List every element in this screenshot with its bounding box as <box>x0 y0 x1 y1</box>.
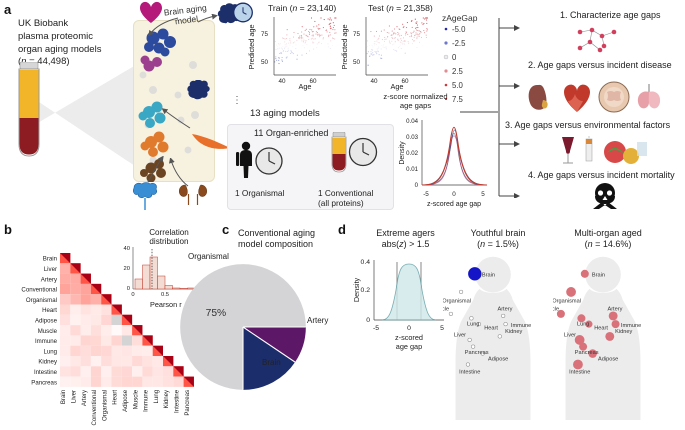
svg-text:Kidney: Kidney <box>615 329 632 335</box>
svg-text:Adipose: Adipose <box>35 318 58 325</box>
svg-text:Conventional: Conventional <box>91 390 98 426</box>
svg-text:Pancreas: Pancreas <box>465 350 489 356</box>
svg-text:0: 0 <box>452 53 457 62</box>
svg-text:Kidney: Kidney <box>163 389 170 409</box>
svg-text:Artery: Artery <box>41 276 58 283</box>
svg-text:Brain: Brain <box>60 390 67 404</box>
svg-text:Brain: Brain <box>43 256 57 263</box>
svg-text:Conventional: Conventional <box>21 287 57 294</box>
svg-text:Lung: Lung <box>43 348 57 355</box>
svg-text:0.4: 0.4 <box>361 259 371 266</box>
svg-text:75%: 75% <box>206 308 227 319</box>
svg-text:Organismal: Organismal <box>443 299 471 305</box>
svg-text:Liver: Liver <box>564 332 576 338</box>
svg-text:Immune: Immune <box>35 338 58 345</box>
svg-text:0.03: 0.03 <box>406 134 418 141</box>
svg-text:Pancreas: Pancreas <box>31 379 57 386</box>
svg-text:Liver: Liver <box>71 390 78 403</box>
svg-text:75: 75 <box>353 31 361 38</box>
svg-text:40: 40 <box>370 78 378 85</box>
svg-text:Muscle: Muscle <box>132 389 139 409</box>
svg-text:Heart: Heart <box>484 325 498 331</box>
svg-text:-5: -5 <box>373 325 379 332</box>
svg-text:0.01: 0.01 <box>406 166 418 173</box>
svg-text:Organismal: Organismal <box>26 297 57 304</box>
svg-text:60: 60 <box>401 78 409 85</box>
svg-text:Heart: Heart <box>112 390 119 405</box>
svg-text:Organismal: Organismal <box>553 299 581 305</box>
svg-text:0: 0 <box>407 325 411 332</box>
svg-text:Adipose: Adipose <box>122 389 129 412</box>
svg-text:Liver: Liver <box>44 266 57 273</box>
svg-text:40: 40 <box>278 78 286 85</box>
svg-text:Heart: Heart <box>42 307 57 314</box>
svg-text:0: 0 <box>131 292 134 298</box>
svg-text:Artery: Artery <box>497 307 512 313</box>
svg-text:Liver: Liver <box>454 332 466 338</box>
svg-text:0: 0 <box>415 182 419 189</box>
svg-text:2.5: 2.5 <box>452 67 464 76</box>
svg-text:Pancreas: Pancreas <box>184 390 191 416</box>
svg-text:Muscle: Muscle <box>553 306 559 312</box>
svg-text:Adipose: Adipose <box>598 357 618 363</box>
svg-text:5.0: 5.0 <box>452 81 464 90</box>
svg-text:40: 40 <box>124 246 130 252</box>
svg-text:20: 20 <box>124 266 130 272</box>
svg-text:75: 75 <box>261 31 269 38</box>
svg-text:Pancreas: Pancreas <box>575 350 599 356</box>
svg-text:Density: Density <box>352 277 361 302</box>
svg-text:z-scored: z-scored <box>395 333 423 342</box>
svg-text:0.02: 0.02 <box>406 150 418 157</box>
svg-text:0: 0 <box>127 286 130 292</box>
svg-text:age gap: age gap <box>396 342 422 351</box>
svg-text:Adipose: Adipose <box>488 357 508 363</box>
svg-text:0: 0 <box>366 317 370 324</box>
svg-text:Intestine: Intestine <box>174 389 181 413</box>
svg-text:Immune: Immune <box>511 323 531 329</box>
svg-text:Brain: Brain <box>592 272 605 278</box>
svg-text:-5: -5 <box>423 191 429 198</box>
svg-text:Density: Density <box>399 141 406 165</box>
svg-text:Immune: Immune <box>143 389 150 412</box>
svg-text:0.5: 0.5 <box>161 292 169 298</box>
svg-text:Artery: Artery <box>81 389 88 406</box>
svg-text:0.04: 0.04 <box>406 118 418 125</box>
svg-text:z-scored age gap: z-scored age gap <box>427 201 481 208</box>
svg-text:50: 50 <box>261 59 269 66</box>
svg-text:-5.0: -5.0 <box>452 25 466 34</box>
svg-text:0: 0 <box>452 191 456 198</box>
svg-text:Muscle: Muscle <box>38 328 58 335</box>
svg-text:5: 5 <box>481 191 485 198</box>
svg-text:Organismal: Organismal <box>101 390 108 421</box>
svg-text:Intestine: Intestine <box>569 369 590 375</box>
svg-text:Brain: Brain <box>482 272 495 278</box>
svg-text:Artery: Artery <box>607 307 622 313</box>
svg-text:0.2: 0.2 <box>361 287 371 294</box>
svg-text:Kidney: Kidney <box>505 329 522 335</box>
svg-text:Immune: Immune <box>621 323 641 329</box>
svg-text:60: 60 <box>309 78 317 85</box>
svg-text:Muscle: Muscle <box>443 306 449 312</box>
svg-text:-2.5: -2.5 <box>452 39 466 48</box>
svg-text:Lung: Lung <box>467 321 479 327</box>
svg-text:Lung: Lung <box>153 390 160 404</box>
svg-text:Kidney: Kidney <box>38 359 58 366</box>
svg-text:Intestine: Intestine <box>459 369 480 375</box>
svg-text:50: 50 <box>353 59 361 66</box>
svg-text:Heart: Heart <box>594 325 608 331</box>
svg-text:7.5: 7.5 <box>452 95 464 104</box>
svg-text:Lung: Lung <box>577 321 589 327</box>
svg-text:Intestine: Intestine <box>34 369 58 376</box>
